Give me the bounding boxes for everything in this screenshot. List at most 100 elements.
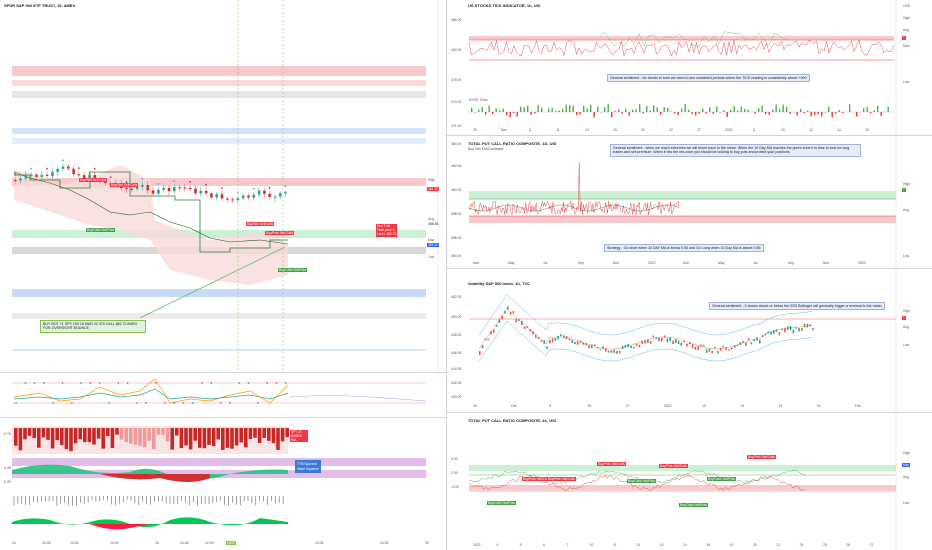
x-tick: 16 (473, 404, 477, 408)
vix-candle (627, 344, 629, 348)
candle (173, 187, 176, 192)
vix-candle (812, 328, 814, 331)
vix-candle (801, 327, 803, 331)
tick-vol-bar (520, 106, 522, 112)
zone-blue-3 (12, 289, 426, 297)
hist-bar (101, 428, 105, 449)
ema-line (13, 171, 289, 245)
candle (178, 187, 181, 189)
vix-pane[interactable]: Volatility S&P 500 Index, 1h, TVC 452.00… (447, 269, 932, 412)
vix-candle (798, 328, 800, 332)
vix-candle (672, 340, 674, 345)
tick-vol-bar (782, 104, 784, 112)
pc2-label: Buy/Calls Sell/Puts (487, 501, 516, 505)
tick-vol-bar (551, 107, 553, 112)
vix-candle (675, 339, 677, 343)
x-tick: 20 (425, 541, 429, 545)
candle (19, 178, 22, 181)
tick-vol-bar (481, 107, 483, 112)
signal-dot (173, 180, 176, 183)
tick-vol-bar (831, 112, 833, 118)
tick-vol-bar (513, 112, 515, 114)
pc-avg: Avg (903, 208, 909, 212)
vix-axis: 440.00 (451, 395, 462, 399)
hist-bar (64, 428, 69, 450)
hist-bar (50, 428, 55, 449)
left-main-chart[interactable]: SPDR S&P 500 ETF TRUST, 15, AMEX Buy/Str… (0, 0, 446, 372)
candle (67, 166, 70, 169)
vix-candle (770, 331, 772, 335)
tick-pane[interactable]: US STOCKS TICK INDICATOR, 1h, USI USD 48… (447, 0, 932, 135)
osc-dot (70, 402, 73, 404)
pc2-axis: 2.00 (451, 471, 458, 475)
tick-vol-bar (695, 112, 697, 116)
left-osc-2[interactable]: -0.76 -0.49 -0.49 SPY ZT BUSES N/A TTM S… (0, 418, 446, 492)
x-tick: 21 (776, 543, 781, 547)
tick-vol-bar (698, 112, 700, 114)
vix-candle (509, 311, 512, 315)
candle (104, 181, 107, 184)
x-tick: 10 (702, 404, 706, 408)
vix-candle (521, 320, 523, 325)
left-osc-1[interactable] (0, 373, 446, 417)
tick-vol-bar (873, 110, 875, 112)
vix-candle (616, 350, 618, 354)
price-mac-label: Mac (428, 238, 435, 242)
putcall-pane[interactable]: TOTAL PUT CALL RATIO COMPOSITE, 1D, USI … (447, 136, 932, 268)
signal-dot (205, 183, 207, 186)
x-tick: 2022 (725, 128, 733, 132)
tick-vol-bar (856, 112, 858, 117)
vix-candle (529, 329, 531, 332)
vix-candle (773, 329, 775, 334)
x-tick: 19 (865, 128, 869, 132)
step-line (14, 171, 288, 253)
pc2-axis: -4.00 (451, 485, 459, 489)
tick-vol-bar (810, 112, 812, 117)
candle (157, 189, 160, 194)
osc-dot (238, 382, 241, 384)
tick-vol-bar (632, 109, 634, 112)
signal-dot (268, 187, 271, 189)
hist-bar (271, 428, 276, 444)
osc-dot (80, 382, 82, 384)
zone-blue-2 (12, 138, 426, 144)
hist-bar (133, 428, 138, 445)
tick-vol-bar (887, 106, 889, 112)
vix-candle (669, 337, 671, 342)
candle (252, 194, 256, 198)
tick-vol-bar (779, 109, 781, 112)
vix-candle (742, 340, 744, 343)
hist-bar (18, 428, 23, 451)
osc-dot (108, 402, 110, 404)
osc-dot (163, 402, 166, 404)
tick-vol-bar (576, 112, 578, 116)
x-tick: 14 (12, 541, 16, 545)
hist-bar (257, 428, 262, 444)
tick-vol-bar (506, 112, 508, 116)
tick-vol-bar (635, 109, 637, 112)
vix-candle (756, 337, 758, 341)
osc-level-2: -0.49 (3, 466, 11, 470)
vix-candle (638, 344, 641, 348)
tick-vol-bar (579, 112, 581, 115)
hist-bar (27, 428, 32, 436)
x-tick: Mar (683, 261, 689, 265)
tick-vol-bar (817, 112, 819, 115)
left-osc-3[interactable] (0, 492, 446, 538)
signal-dot (14, 173, 17, 175)
hist-bar (179, 428, 184, 449)
vix-candle (504, 310, 506, 314)
tick-vol-bar (499, 110, 501, 112)
osc-dot (266, 382, 268, 384)
putcall2-pane[interactable]: TOTAL PUT CALL RATIO COMPOSITE, 4h, USI … (447, 413, 932, 550)
tick-vol-bar (562, 108, 564, 112)
price-avg-label: Avg (428, 217, 434, 221)
pc-axis: 464.00 (451, 142, 462, 146)
vix-candle (753, 339, 755, 342)
vix-candle (582, 342, 585, 345)
vix-candle (652, 335, 655, 338)
vix-candle (663, 335, 666, 338)
osc1-svg (12, 378, 427, 404)
hist-bar (239, 428, 243, 443)
tick-vol-bar (842, 112, 844, 114)
